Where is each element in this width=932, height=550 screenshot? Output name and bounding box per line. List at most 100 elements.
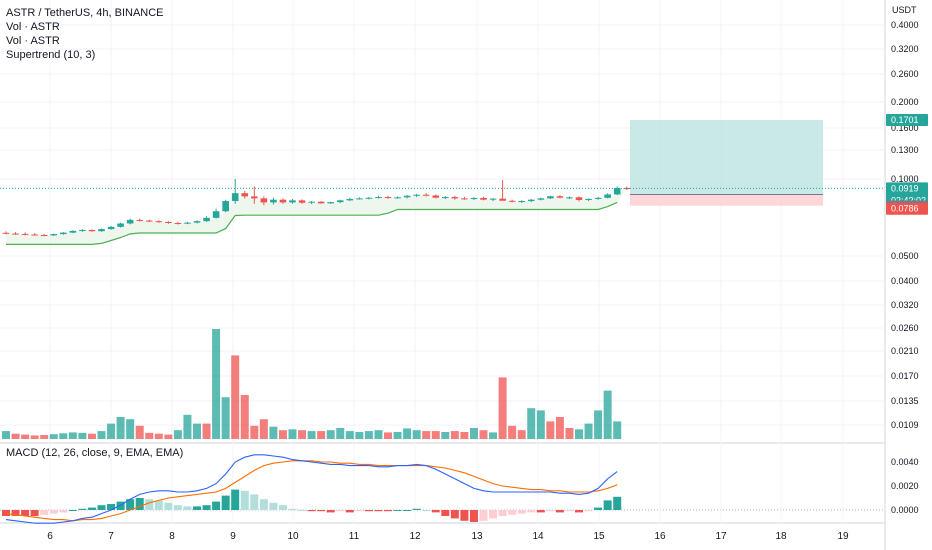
stop-price-tag-bg (886, 202, 928, 215)
candle-body (40, 235, 48, 237)
candle-body (489, 198, 497, 200)
candle-body (566, 197, 573, 199)
candle-body (470, 197, 478, 200)
macd-histogram-bar (307, 510, 316, 512)
candle-body (107, 226, 115, 230)
legend-supertrend[interactable]: Supertrend (10, 3) (6, 49, 96, 61)
time-tick-label: 15 (593, 531, 605, 542)
volume-bar (307, 431, 316, 439)
last-price-tag: 0.0919 (891, 183, 919, 193)
price-scale[interactable]: USDT 0.4000 0.3200 0.2600 0.2000 0.1600 0.1300… (886, 5, 928, 515)
symbol-title[interactable]: ASTR / TetherUS, 4h, BINANCE (6, 7, 164, 19)
volume-bar (508, 425, 517, 439)
candle-body (317, 201, 325, 204)
candle-body (155, 221, 163, 223)
candle-body (365, 197, 373, 199)
candle-body (126, 219, 134, 224)
volume-bar (59, 433, 68, 439)
candle-body (117, 223, 124, 227)
macd-histogram-bar (555, 510, 564, 513)
macd-histogram-bar (40, 510, 49, 515)
candle-body (12, 233, 19, 235)
volume-bar (565, 428, 574, 439)
last-price-tag-bg (886, 182, 928, 207)
macd-tick-label: 0.0040 (891, 457, 919, 467)
volume-bar (517, 430, 526, 439)
candle-body (537, 198, 545, 200)
volume-bar (212, 329, 221, 439)
macd-histogram-bar (527, 510, 536, 513)
macd-legend[interactable]: MACD (12, 26, close, 9, EMA, EMA) (6, 447, 184, 459)
candle-body (327, 202, 334, 204)
volume-bar (288, 429, 297, 439)
volume-bar (412, 430, 421, 439)
macd-histogram-bar (613, 496, 622, 510)
volume-bar (527, 408, 536, 439)
volume-bar (78, 432, 87, 439)
candle-body (231, 193, 239, 202)
legend-volume-1[interactable]: Vol · ASTR (6, 21, 60, 33)
candle-body (184, 222, 191, 224)
candle-body (461, 198, 468, 200)
volume-bar (403, 428, 412, 439)
macd-histogram-bar (87, 507, 96, 510)
legend-volume-2[interactable]: Vol · ASTR (6, 35, 60, 47)
price-tick-label: 0.1600 (891, 123, 919, 133)
volume-bar (613, 421, 622, 439)
candle-body (212, 211, 220, 218)
candle-body (203, 217, 210, 222)
macd-histogram-bar (364, 510, 373, 512)
volume-bar (479, 430, 488, 439)
volume-bar (584, 423, 593, 439)
time-tick-label: 9 (230, 531, 236, 542)
candle-body (375, 197, 382, 199)
candle-body (403, 195, 411, 198)
volume-bar (603, 390, 612, 439)
candle-body (585, 198, 592, 200)
long-position-tool[interactable] (630, 119, 823, 206)
time-tick-label: 13 (471, 531, 483, 542)
price-tick-label: 0.0260 (891, 323, 919, 333)
candle-body (432, 195, 440, 198)
volume-bar (193, 423, 201, 439)
candle-body (518, 201, 525, 203)
macd-histogram-bar (21, 510, 30, 516)
volume-bar (469, 428, 478, 439)
macd-histogram-bar (498, 510, 507, 516)
time-tick-label: 14 (532, 531, 544, 542)
time-scale[interactable]: 6 7 8 9 10 11 12 13 14 15 16 17 18 19 (47, 531, 849, 542)
price-tick-label: 0.2000 (891, 97, 919, 107)
time-tick-label: 7 (108, 531, 114, 542)
macd-histogram-bar (202, 505, 211, 510)
volume-bar (278, 430, 287, 439)
candle-body (336, 200, 344, 203)
volume-bar (422, 431, 431, 439)
macd-histogram-bar (336, 510, 345, 512)
volume-bar (326, 430, 335, 439)
candle-body (88, 229, 96, 232)
candle-body (289, 200, 296, 203)
price-tick-label: 0.0210 (891, 346, 919, 356)
volume-bar (173, 430, 182, 439)
volume-bar (21, 434, 30, 439)
macd-line (5, 454, 618, 524)
volume-bar (68, 432, 77, 439)
macd-histogram-bar (603, 500, 612, 510)
macd-histogram-bar (183, 506, 192, 510)
candle-body (31, 234, 38, 236)
volume-bar (116, 417, 125, 439)
macd-histogram-bar (59, 510, 68, 513)
candle-body (356, 198, 363, 200)
macd-histogram-bar (30, 510, 39, 516)
candle-body (60, 232, 67, 235)
volume-bar (154, 433, 163, 439)
time-tick-label: 18 (775, 531, 787, 542)
currency-label: USDT (892, 5, 917, 15)
volume-bar (345, 431, 354, 439)
price-tick-label: 0.0135 (891, 396, 919, 406)
volume-bar (164, 434, 173, 439)
macd-histogram-bar (221, 495, 230, 510)
volume-bar (49, 434, 58, 439)
